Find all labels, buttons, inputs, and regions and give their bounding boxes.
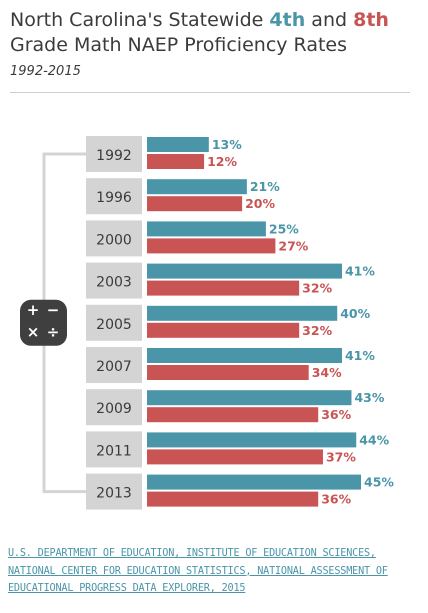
data-label-grade4: 40% <box>340 306 370 321</box>
calculator-icon: + −× ÷ <box>20 299 67 346</box>
calculator-glyph: × <box>27 323 40 341</box>
year-box <box>86 473 142 510</box>
calculator-glyph: + <box>27 301 40 319</box>
bar-grade8 <box>147 280 300 296</box>
data-label-grade8: 34% <box>312 365 342 380</box>
bar-grade8 <box>147 491 319 507</box>
data-label-grade8: 36% <box>321 492 351 507</box>
bar-grade8 <box>147 238 276 254</box>
bar-grade8 <box>147 322 300 338</box>
year-label: 2013 <box>96 486 132 502</box>
year-label: 1992 <box>96 148 132 164</box>
title-divider <box>10 92 410 93</box>
data-label-grade8: 12% <box>207 154 237 169</box>
title-part2: Grade Math NAEP Proficiency Rates <box>10 34 348 56</box>
source-link[interactable]: U.S. DEPARTMENT OF EDUCATION, INSTITUTE … <box>8 548 388 594</box>
bar-grade4 <box>147 179 247 195</box>
data-label-grade8: 20% <box>245 196 275 211</box>
bar-grade4 <box>147 390 352 406</box>
year-box <box>86 431 142 468</box>
bar-grade4 <box>147 474 361 490</box>
bar-chart: + −× ÷ 1992 13% 12% 1996 21% 20% 2000 25% 27% 2003 41… <box>20 136 394 510</box>
data-label-grade4: 21% <box>250 179 280 194</box>
data-label-grade4: 44% <box>359 432 389 447</box>
bar-grade8 <box>147 407 319 423</box>
year-label: 2000 <box>96 232 132 248</box>
bar-grade8 <box>147 449 323 465</box>
bar-grade4 <box>147 263 342 279</box>
year-label: 2009 <box>96 401 132 417</box>
calculator-glyph: − <box>47 301 60 319</box>
bar-grade4 <box>147 432 357 448</box>
title-4th: 4th <box>269 9 306 31</box>
bar-grade4 <box>147 221 266 237</box>
calculator-icon-body <box>20 299 67 346</box>
year-label: 2007 <box>96 359 132 375</box>
data-label-grade8: 36% <box>321 407 351 422</box>
data-label-grade4: 13% <box>212 137 242 152</box>
data-label-grade8: 32% <box>302 281 332 296</box>
data-label-grade8: 27% <box>278 238 308 253</box>
bar-grade4 <box>147 305 338 321</box>
year-label: 2011 <box>96 443 132 459</box>
year-label: 2003 <box>96 275 132 291</box>
title-and: and <box>305 9 354 31</box>
data-label-grade4: 41% <box>345 348 375 363</box>
year-box <box>86 136 142 172</box>
chart-subtitle: 1992-2015 <box>10 64 81 79</box>
bar-grade8 <box>147 154 205 169</box>
data-label-grade8: 37% <box>326 449 356 464</box>
title-8th: 8th <box>353 9 389 31</box>
year-label: 1996 <box>96 190 132 206</box>
data-label-grade4: 41% <box>345 264 375 279</box>
data-label-grade4: 43% <box>354 390 384 405</box>
title-part1: North Carolina's Statewide <box>10 9 270 31</box>
chart-title: North Carolina's Statewide 4th and 8th G… <box>10 8 420 58</box>
bar-grade4 <box>147 348 342 363</box>
bar-grade8 <box>147 365 309 380</box>
bar-grade8 <box>147 196 243 212</box>
calculator-glyph: ÷ <box>47 323 60 341</box>
year-box <box>86 389 142 426</box>
year-box <box>86 220 142 257</box>
year-box <box>86 262 142 299</box>
year-box <box>86 178 142 215</box>
year-box <box>86 304 142 341</box>
data-label-grade8: 32% <box>302 323 332 338</box>
bar-grade4 <box>147 137 209 152</box>
year-box <box>86 347 142 383</box>
data-label-grade4: 25% <box>269 221 299 236</box>
data-label-grade4: 45% <box>364 475 394 490</box>
year-label: 2005 <box>96 317 132 333</box>
